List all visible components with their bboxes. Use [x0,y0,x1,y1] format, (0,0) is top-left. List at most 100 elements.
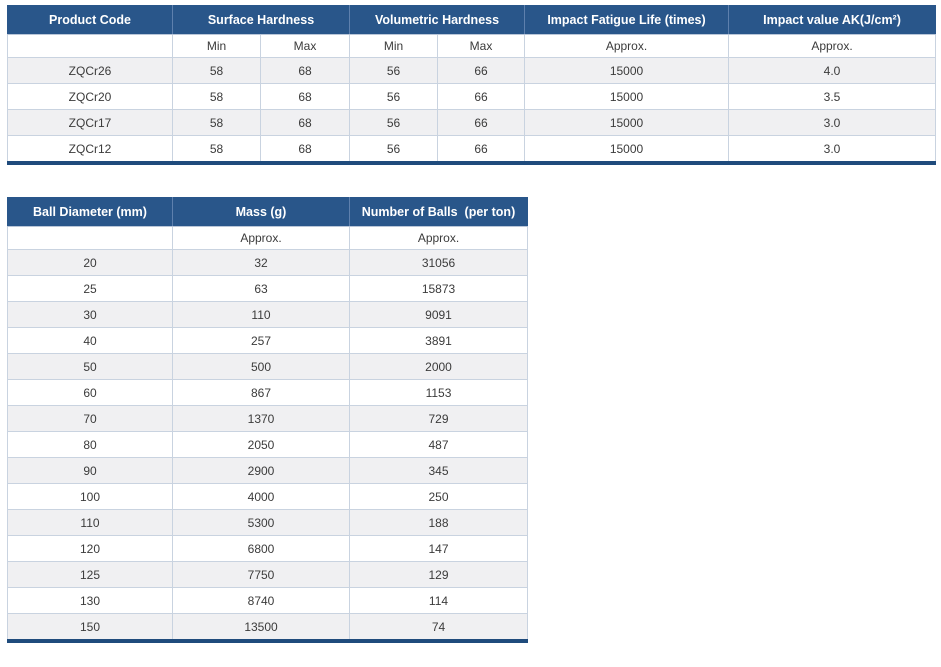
row-label-cell: ZQCr12 [7,135,173,164]
table-row: 125 7750 129 [7,561,528,588]
row-label-cell: 30 [7,301,173,328]
table-cell: 110 [172,301,350,328]
table-cell: 58 [172,109,261,136]
table-cell: 15873 [349,275,528,302]
table-row: ZQCr12 58 68 56 66 15000 3.0 [7,135,936,164]
table-cell: 188 [349,509,528,536]
table-cell: 66 [437,135,525,164]
table-cell: 56 [349,135,438,164]
table-row: 120 6800 147 [7,535,528,562]
table-cell: 8740 [172,587,350,614]
table-cell: 56 [349,83,438,110]
table-cell: 487 [349,431,528,458]
table-cell: 3.5 [728,83,936,110]
table-body: 20 32 31056 25 63 15873 30 110 9091 40 257 3891 50 50… [7,249,528,642]
column-header-number-of-balls: Number of Balls (per ton) [349,197,528,227]
table-subheader-row: Min Max Min Max Approx. Approx. [7,34,936,58]
table-subheader-row: Approx. Approx. [7,226,528,250]
table-cell: 2900 [172,457,350,484]
subheader-cell-min: Min [349,34,438,58]
table-cell: 129 [349,561,528,588]
column-header-impact-fatigue-life: Impact Fatigue Life (times) [524,5,729,35]
table-row: 60 867 1153 [7,379,528,406]
row-label-cell: ZQCr26 [7,57,173,84]
table-cell: 867 [172,379,350,406]
table-cell: 31056 [349,249,528,276]
table-cell: 250 [349,483,528,510]
column-header-mass: Mass (g) [172,197,350,227]
table-header-row: Ball Diameter (mm) Mass (g) Number of Ba… [7,197,528,227]
subheader-cell [7,34,173,58]
ball-size-table: Ball Diameter (mm) Mass (g) Number of Ba… [7,197,528,643]
row-label-cell: 110 [7,509,173,536]
row-label-cell: 130 [7,587,173,614]
row-label-cell: 60 [7,379,173,406]
table-cell: 68 [260,135,350,164]
table-cell: 4000 [172,483,350,510]
table-cell: 4.0 [728,57,936,84]
table-body: ZQCr26 58 68 56 66 15000 4.0 ZQCr20 58 68 56 66 1500… [7,57,936,164]
subheader-cell-max: Max [260,34,350,58]
table-header-row: Product Code Surface Hardness Volumetric… [7,5,936,35]
table-cell: 114 [349,587,528,614]
subheader-cell-approx: Approx. [172,226,350,250]
table-cell: 15000 [524,83,729,110]
table-row: 40 257 3891 [7,327,528,354]
table-cell: 66 [437,83,525,110]
table-cell: 68 [260,83,350,110]
column-header-product-code: Product Code [7,5,173,35]
column-header-volumetric-hardness: Volumetric Hardness [349,5,525,35]
column-header-surface-hardness: Surface Hardness [172,5,350,35]
column-header-impact-value: Impact value AK(J/cm²) [728,5,936,35]
table-row: 130 8740 114 [7,587,528,614]
row-label-cell: 125 [7,561,173,588]
table-cell: 500 [172,353,350,380]
table-cell: 13500 [172,613,350,642]
table-cell: 58 [172,135,261,164]
subheader-cell-max: Max [437,34,525,58]
row-label-cell: 90 [7,457,173,484]
row-label-cell: 70 [7,405,173,432]
table-cell: 66 [437,57,525,84]
row-label-cell: 100 [7,483,173,510]
table-cell: 3.0 [728,109,936,136]
table-row: 100 4000 250 [7,483,528,510]
table-cell: 15000 [524,57,729,84]
table-cell: 68 [260,109,350,136]
table-cell: 345 [349,457,528,484]
row-label-cell: 25 [7,275,173,302]
table-cell: 15000 [524,135,729,164]
table-cell: 5300 [172,509,350,536]
subheader-cell-approx: Approx. [349,226,528,250]
table-row: 30 110 9091 [7,301,528,328]
table-cell: 257 [172,327,350,354]
row-label-cell: 50 [7,353,173,380]
row-label-cell: 150 [7,613,173,642]
column-header-ball-diameter: Ball Diameter (mm) [7,197,173,227]
table-cell: 7750 [172,561,350,588]
table-cell: 66 [437,109,525,136]
subheader-cell-approx: Approx. [524,34,729,58]
table-cell: 58 [172,83,261,110]
table-cell: 729 [349,405,528,432]
table-row: ZQCr17 58 68 56 66 15000 3.0 [7,109,936,136]
table-cell: 2000 [349,353,528,380]
table-cell: 68 [260,57,350,84]
subheader-cell-approx: Approx. [728,34,936,58]
table-cell: 56 [349,57,438,84]
table-row: 80 2050 487 [7,431,528,458]
product-hardness-table: Product Code Surface Hardness Volumetric… [7,5,936,165]
table-cell: 1370 [172,405,350,432]
table-row: 70 1370 729 [7,405,528,432]
table-cell: 58 [172,57,261,84]
table-row: 150 13500 74 [7,613,528,642]
table-cell: 1153 [349,379,528,406]
table-row: 90 2900 345 [7,457,528,484]
table-row: 50 500 2000 [7,353,528,380]
table-cell: 2050 [172,431,350,458]
table-row: ZQCr20 58 68 56 66 15000 3.5 [7,83,936,110]
row-label-cell: 40 [7,327,173,354]
subheader-cell [7,226,173,250]
table-cell: 56 [349,109,438,136]
